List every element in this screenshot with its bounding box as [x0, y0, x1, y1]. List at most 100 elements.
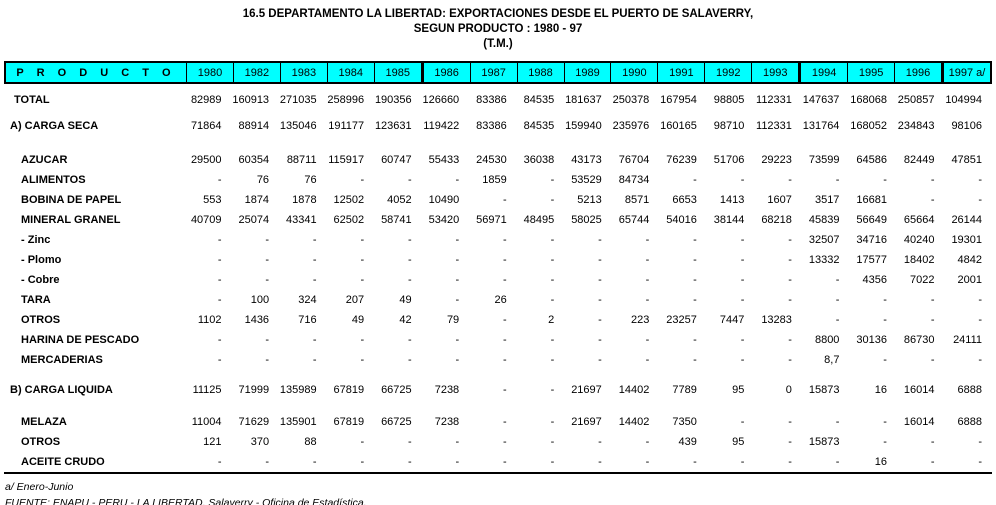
value-cell: - [360, 174, 365, 186]
value-cell: - [740, 174, 745, 186]
value-cell: 16 [874, 384, 887, 396]
value-cell: - [598, 436, 602, 448]
value-cell: 4356 [862, 274, 887, 286]
row-label: ALIMENTOS [21, 174, 86, 186]
row-spacer [4, 370, 992, 380]
value-cell: 135989 [279, 384, 317, 396]
value-cell: 115917 [328, 154, 365, 166]
column-header-1983: 1983 [279, 63, 327, 82]
value-cell: 119422 [423, 120, 460, 132]
value-cell: - [407, 354, 412, 366]
value-cell: 30136 [856, 334, 887, 346]
value-cell: - [788, 234, 792, 246]
value-cell: - [930, 194, 935, 206]
value-cell: 67819 [333, 384, 365, 396]
value-cell: - [217, 274, 222, 286]
value-cell: - [788, 254, 792, 266]
value-cell: 65744 [618, 214, 650, 226]
value-cell: - [598, 314, 602, 326]
value-cell: - [598, 354, 602, 366]
value-cell: 190356 [374, 94, 412, 106]
value-cell: - [550, 274, 555, 286]
value-cell: - [360, 354, 365, 366]
value-cell: - [788, 174, 792, 186]
value-cell: - [883, 416, 887, 428]
value-cell: - [265, 334, 270, 346]
value-cell: - [360, 456, 365, 468]
value-cell: 76 [304, 174, 317, 186]
value-cell: - [835, 174, 840, 186]
column-header-1997-a-: 1997 a/ [941, 63, 990, 82]
row-label: MELAZA [21, 416, 67, 428]
value-cell: - [740, 274, 745, 286]
value-cell: 258996 [327, 94, 365, 106]
value-cell: 7447 [719, 314, 745, 326]
table-body: TOTAL 82989 160913 271035 258996 190356 126660… [4, 84, 992, 474]
value-cell: - [503, 254, 507, 266]
value-cell: - [930, 314, 935, 326]
value-cell: 159940 [565, 120, 602, 132]
value-cell: 76 [256, 174, 270, 186]
value-cell: 23257 [666, 314, 697, 326]
value-cell: 168052 [850, 120, 887, 132]
value-cell: - [217, 234, 222, 246]
value-cell: 95 [732, 384, 745, 396]
title-line-3: (T.M.) [483, 38, 513, 50]
column-header-1992: 1992 [704, 63, 751, 82]
table-row: MELAZA 11004 71629 135901 67819 66725 7238 - - 21… [4, 412, 992, 432]
value-cell: 95 [732, 436, 745, 448]
table-row: MINERAL GRANEL 40709 25074 43341 62502 58741 5… [4, 210, 992, 230]
value-cell: - [835, 294, 840, 306]
table-row: - Zinc - - - - - - - - - - - - - 32507 34716 40240 19301 [4, 230, 992, 250]
value-cell: 1874 [244, 194, 270, 206]
value-cell: - [217, 294, 222, 306]
value-cell: 55433 [428, 154, 460, 166]
value-cell: 191177 [328, 120, 365, 132]
value-cell: - [455, 456, 460, 468]
value-cell: 160913 [232, 94, 270, 106]
value-cell: 65664 [903, 214, 935, 226]
value-cell: - [788, 436, 792, 448]
value-cell: 15873 [808, 436, 840, 448]
value-cell: 71999 [238, 384, 270, 396]
table-header-row: P R O D U C T O 1980 1982 1983 1984 1985 1986… [4, 61, 992, 84]
value-cell: 6888 [957, 384, 983, 396]
value-cell: 13332 [808, 254, 840, 266]
value-cell: 24530 [476, 154, 507, 166]
value-cell: - [788, 334, 792, 346]
value-cell: - [598, 334, 602, 346]
title-line-1: 16.5 DEPARTAMENTO LA LIBERTAD: EXPORTACI… [242, 8, 754, 20]
value-cell: 47851 [951, 154, 983, 166]
value-cell: 26 [494, 294, 507, 306]
value-cell: 73599 [808, 154, 840, 166]
value-cell: 64586 [856, 154, 887, 166]
value-cell: - [312, 234, 317, 246]
value-cell: 76704 [618, 154, 650, 166]
value-cell: - [217, 334, 222, 346]
value-cell: - [503, 456, 507, 468]
column-header-1996: 1996 [894, 63, 941, 82]
value-cell: - [740, 334, 745, 346]
value-cell: - [360, 234, 365, 246]
column-header-1994: 1994 [798, 63, 847, 82]
value-cell: 26144 [951, 214, 983, 226]
value-cell: 98710 [713, 120, 745, 132]
row-label: MINERAL GRANEL [21, 214, 121, 226]
value-cell: - [693, 254, 697, 266]
value-cell: - [598, 294, 602, 306]
table-row: A) CARGA SECA 71864 88914 135046 191177 12363… [4, 116, 992, 136]
value-cell: - [455, 436, 460, 448]
value-cell: 71864 [190, 120, 222, 132]
value-cell: - [265, 456, 270, 468]
value-cell: - [407, 174, 412, 186]
value-cell: - [455, 274, 460, 286]
value-cell: - [645, 294, 650, 306]
row-label: BOBINA DE PAPEL [21, 194, 122, 206]
value-cell: - [503, 416, 507, 428]
value-cell: - [503, 384, 507, 396]
row-spacer [4, 400, 992, 412]
value-cell: 7022 [910, 274, 935, 286]
value-cell: 3517 [814, 194, 840, 206]
value-cell: 15873 [808, 384, 840, 396]
value-cell: - [930, 294, 935, 306]
